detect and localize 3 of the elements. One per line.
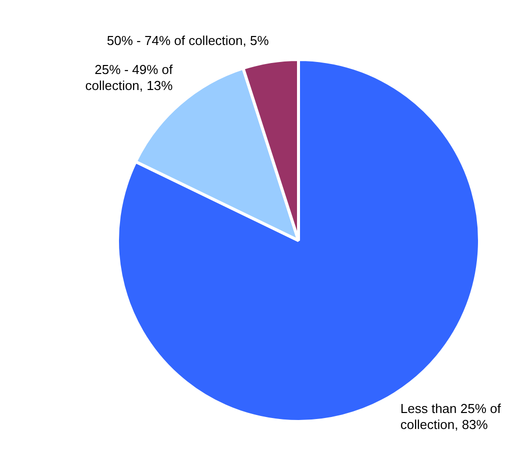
slice-label: 50% - 74% of collection, 5%	[106, 33, 270, 48]
slice-label: 25% - 49% of collection, 13%	[85, 62, 174, 93]
slice-label: Less than 25% of collection, 83%	[400, 401, 502, 432]
